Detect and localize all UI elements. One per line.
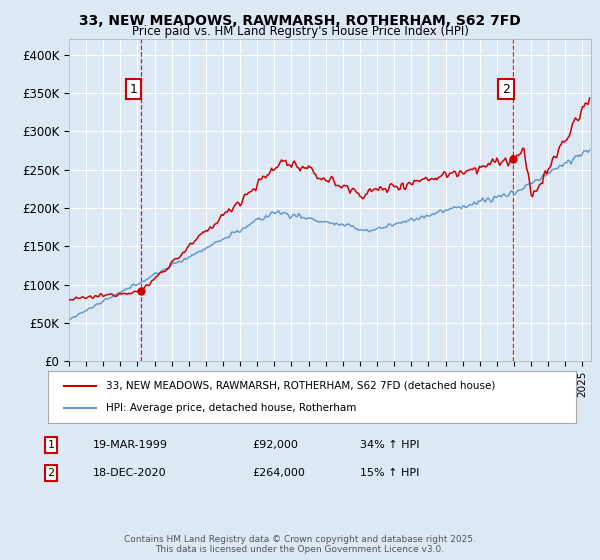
Text: Price paid vs. HM Land Registry's House Price Index (HPI): Price paid vs. HM Land Registry's House … — [131, 25, 469, 38]
Text: 2: 2 — [47, 468, 55, 478]
Text: HPI: Average price, detached house, Rotherham: HPI: Average price, detached house, Roth… — [106, 403, 356, 413]
Text: 33, NEW MEADOWS, RAWMARSH, ROTHERHAM, S62 7FD (detached house): 33, NEW MEADOWS, RAWMARSH, ROTHERHAM, S6… — [106, 381, 496, 391]
Text: 19-MAR-1999: 19-MAR-1999 — [93, 440, 168, 450]
Text: Contains HM Land Registry data © Crown copyright and database right 2025.
This d: Contains HM Land Registry data © Crown c… — [124, 535, 476, 554]
Text: 18-DEC-2020: 18-DEC-2020 — [93, 468, 167, 478]
Text: 33, NEW MEADOWS, RAWMARSH, ROTHERHAM, S62 7FD: 33, NEW MEADOWS, RAWMARSH, ROTHERHAM, S6… — [79, 14, 521, 28]
Text: 1: 1 — [47, 440, 55, 450]
Text: 34% ↑ HPI: 34% ↑ HPI — [360, 440, 419, 450]
Text: 2: 2 — [502, 82, 510, 96]
Text: 15% ↑ HPI: 15% ↑ HPI — [360, 468, 419, 478]
Text: £92,000: £92,000 — [252, 440, 298, 450]
Text: 1: 1 — [130, 82, 137, 96]
Text: £264,000: £264,000 — [252, 468, 305, 478]
